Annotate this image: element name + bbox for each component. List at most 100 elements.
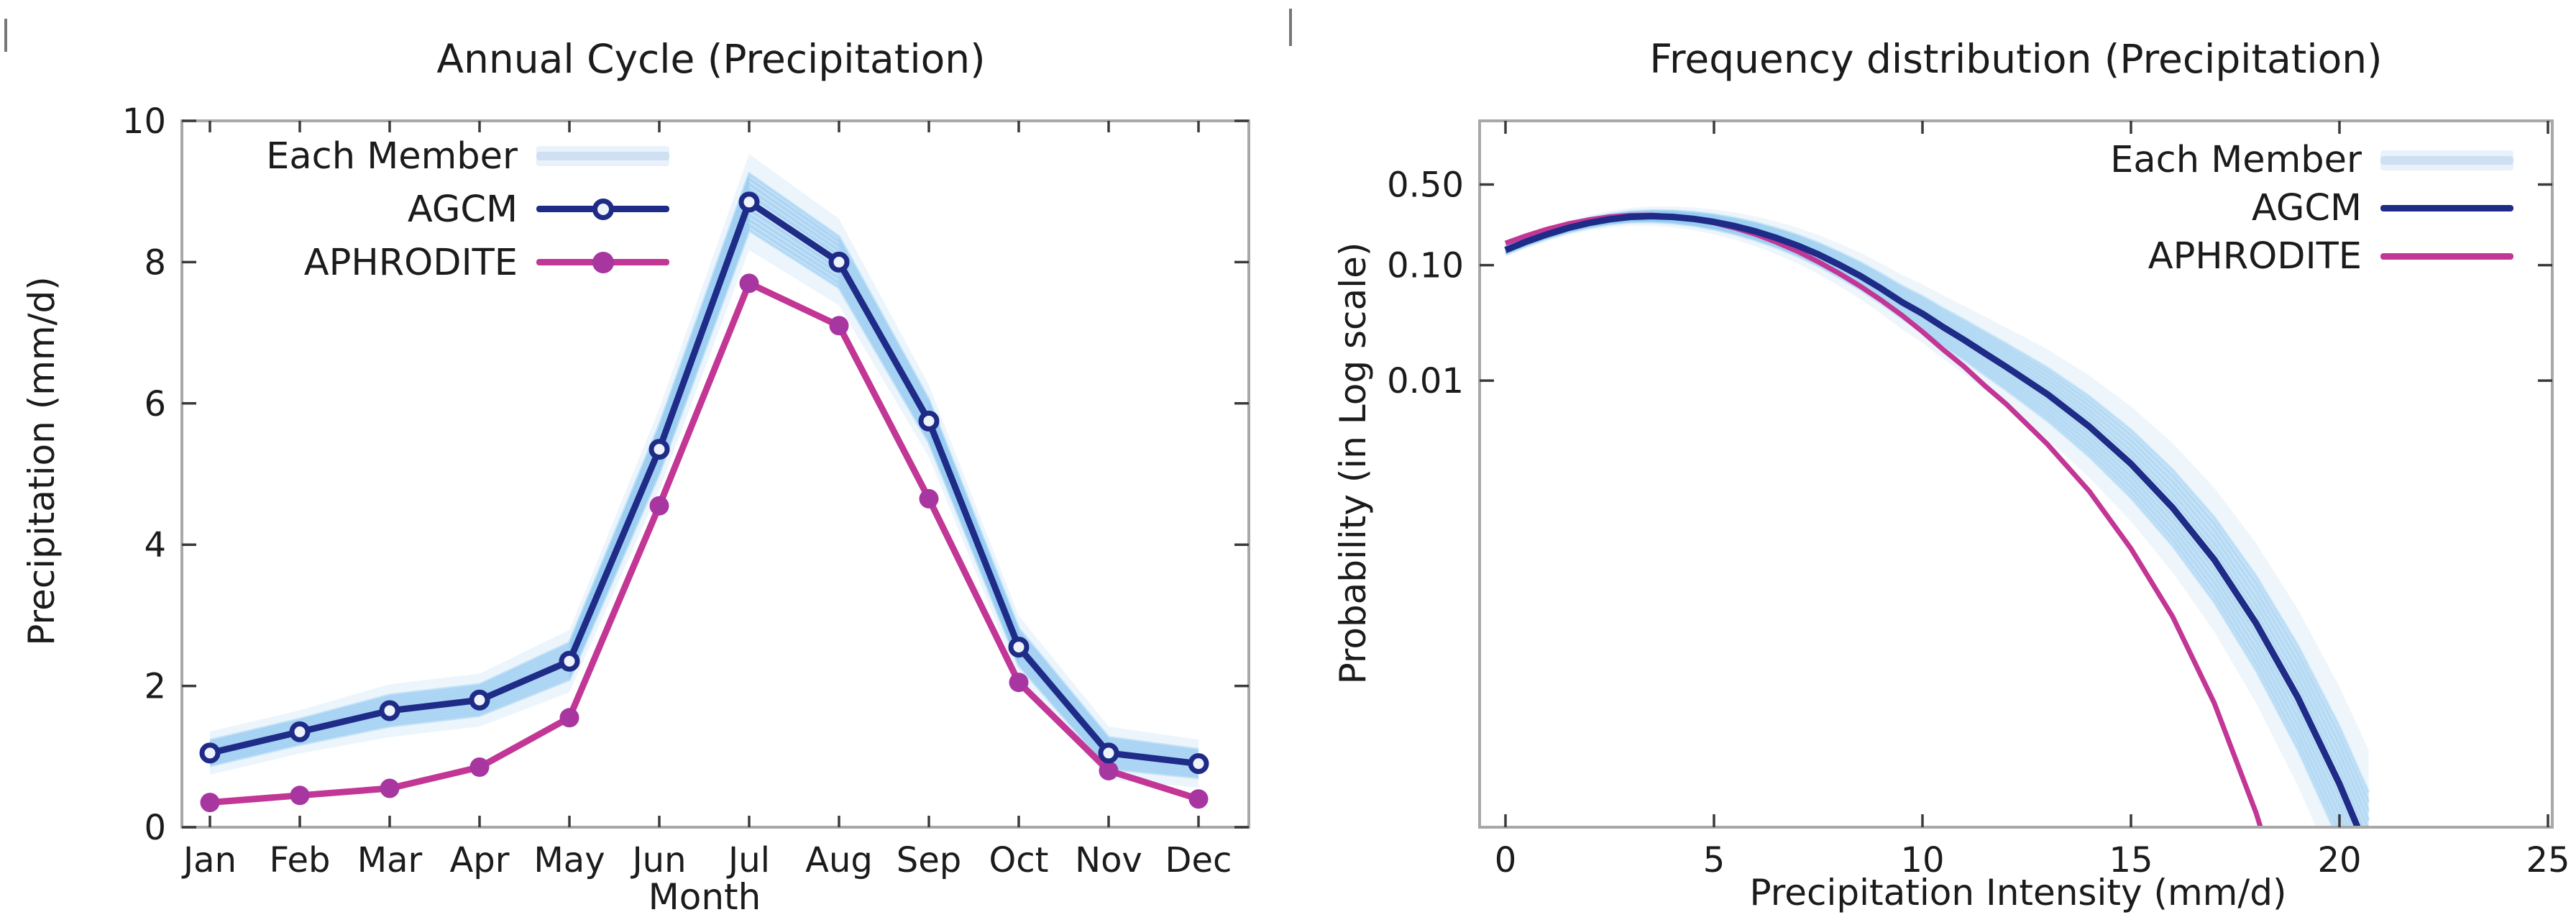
aphrodite-line-icon — [2380, 242, 2513, 271]
x-tick-Oct: Oct — [989, 840, 1049, 880]
left-legend: Each Member AGCM APHRODITE — [216, 129, 669, 289]
each-member-fan-outer — [1505, 206, 2369, 827]
x-tick-Jun: Jun — [631, 840, 687, 880]
member-line — [209, 186, 1199, 759]
agcm-point-Jul — [738, 191, 760, 213]
legend-item-each-member: Each Member — [216, 129, 669, 183]
legend-label-agcm: AGCM — [2251, 187, 2362, 229]
x-tick-20: 20 — [2317, 840, 2361, 880]
legend-item-agcm: AGCM — [216, 183, 669, 236]
each-member-line-icon — [2380, 146, 2513, 175]
agcm-point-Aug — [828, 251, 850, 273]
right-x-axis-label: Precipitation Intensity (mm/d) — [1749, 872, 2287, 914]
y-tick-8: 8 — [144, 242, 166, 283]
y-tick-0.10: 0.10 — [1387, 246, 1464, 286]
scan-artifact-left — [4, 19, 7, 52]
y-tick-10: 10 — [122, 101, 166, 142]
member-line — [209, 176, 1199, 754]
x-tick-May: May — [533, 840, 605, 880]
each-member-band — [210, 173, 1198, 778]
legend-label-aphrodite: APHRODITE — [303, 241, 518, 284]
member-curve — [1505, 209, 2370, 793]
legend-label-each-member: Each Member — [266, 135, 518, 178]
right-legend: Each Member AGCM APHRODITE — [1941, 136, 2513, 281]
agcm-point-Jan — [199, 742, 221, 764]
x-tick-25: 25 — [2526, 840, 2570, 880]
agcm-point-May — [559, 650, 580, 672]
y-tick-0.01: 0.01 — [1387, 361, 1464, 401]
aphrodite-point-Dec — [1188, 789, 1209, 809]
member-line — [209, 171, 1199, 751]
y-tick-4: 4 — [144, 525, 166, 565]
agcm-point-Dec — [1188, 753, 1209, 775]
x-tick-5: 5 — [1703, 840, 1725, 880]
x-tick-Feb: Feb — [270, 840, 331, 880]
x-tick-Mar: Mar — [357, 840, 423, 880]
aphrodite-point-Jun — [649, 496, 669, 516]
x-tick-15: 15 — [2109, 840, 2153, 880]
right-chart-ticks — [1480, 121, 2552, 827]
member-curve — [1505, 220, 2335, 827]
member-line — [209, 228, 1199, 780]
legend-item-aphrodite: APHRODITE — [216, 236, 669, 289]
legend-label-each-member: Each Member — [2110, 139, 2362, 181]
aphrodite-point-Nov — [1099, 760, 1119, 780]
agcm-point-Jun — [648, 439, 670, 460]
agcm-point-Feb — [289, 721, 311, 742]
y-tick-0.50: 0.50 — [1387, 165, 1464, 205]
aphrodite-line-icon — [536, 248, 669, 277]
agcm-line-icon — [536, 195, 669, 224]
aphrodite-point-Oct — [1009, 673, 1029, 693]
x-tick-Jan: Jan — [181, 840, 237, 880]
agcm-point-Mar — [379, 700, 400, 721]
right-y-axis-label: Probability (in Log scale) — [1332, 242, 1374, 685]
each-member-line-icon — [536, 142, 669, 170]
member-line — [209, 212, 1199, 772]
right-chart-tick-labels: 0 5 10 15 20 25 0.50 0.10 0.01 — [1387, 165, 2570, 880]
y-tick-0: 0 — [144, 808, 166, 848]
aphrodite-point-May — [559, 708, 579, 728]
x-tick-Aug: Aug — [805, 840, 873, 880]
aphrodite-line — [209, 280, 1200, 806]
left-x-axis-label: Month — [648, 876, 761, 918]
frequency-plot-area — [1504, 206, 2370, 827]
right-chart-title: Frequency distribution (Precipitation) — [1649, 36, 2383, 82]
agcm-curve — [1504, 212, 2362, 827]
aphrodite-point-Apr — [469, 757, 490, 778]
member-line — [209, 217, 1199, 775]
aphrodite-point-Sep — [919, 488, 939, 509]
agcm-line — [208, 199, 1199, 768]
legend-label-agcm: AGCM — [407, 188, 518, 231]
left-chart-ticks — [182, 119, 1249, 829]
agcm-point-Nov — [1098, 742, 1119, 764]
y-tick-2: 2 — [144, 667, 166, 707]
left-y-axis-label: Precipitation (mm/d) — [21, 276, 63, 646]
aphrodite-point-Aug — [829, 316, 849, 336]
x-tick-Nov: Nov — [1075, 840, 1142, 880]
member-line — [209, 181, 1199, 757]
y-tick-6: 6 — [144, 384, 166, 424]
x-tick-Apr: Apr — [449, 840, 509, 880]
left-chart-tick-labels: Jan Feb Mar Apr May Jun Jul Aug Sep Oct Nov Dec 0 2 4 6… — [122, 101, 1232, 880]
aphrodite-point-Feb — [290, 785, 310, 806]
aphrodite-point-Mar — [380, 778, 400, 798]
legend-item-agcm: AGCM — [1941, 184, 2513, 232]
legend-item-aphrodite: APHRODITE — [1941, 232, 2513, 281]
scan-artifact-middle — [1289, 9, 1292, 46]
agcm-line-icon — [2380, 194, 2513, 223]
legend-item-each-member: Each Member — [1941, 136, 2513, 184]
aphrodite-point-Jul — [739, 273, 759, 293]
member-line — [209, 223, 1199, 777]
x-tick-Dec: Dec — [1165, 840, 1232, 880]
left-chart-spines — [180, 119, 1250, 829]
aphrodite-point-Jan — [200, 793, 220, 813]
x-tick-10: 10 — [1900, 840, 1944, 880]
x-tick-Jul: Jul — [726, 840, 770, 880]
right-chart-spines — [1478, 119, 2554, 829]
left-chart-title: Annual Cycle (Precipitation) — [436, 36, 986, 82]
agcm-point-Oct — [1008, 637, 1030, 658]
legend-label-aphrodite: APHRODITE — [2148, 235, 2362, 278]
each-member-fan — [1505, 210, 2369, 827]
